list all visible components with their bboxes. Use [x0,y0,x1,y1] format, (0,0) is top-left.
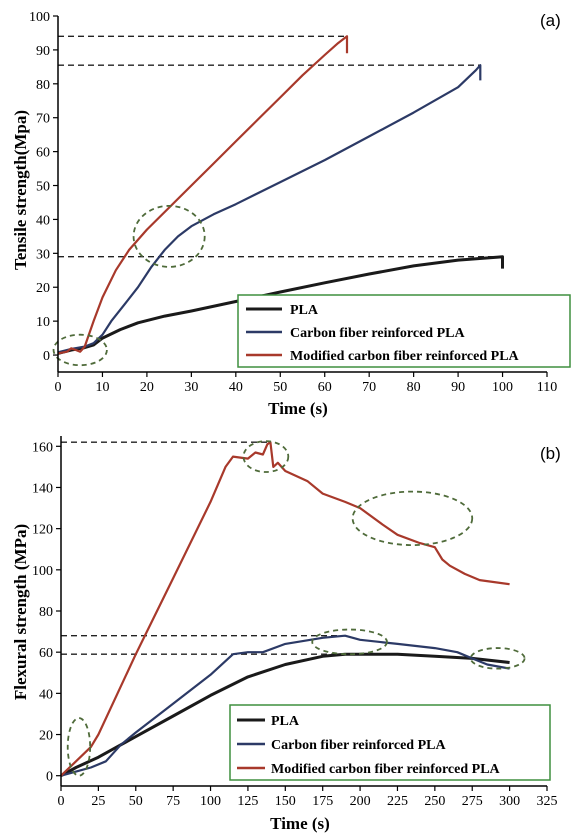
series-line-pla-a [57,255,504,355]
x-tick-label: 150 [275,794,296,809]
panel-label-a: (a) [540,11,561,30]
y-tick-label: 40 [39,687,53,702]
y-axis-title-b: Flexural strength (MPa) [11,524,30,700]
x-tick-label: 0 [58,794,65,809]
legend-label-mcf-b: Modified carbon fiber reinforced PLA [271,762,501,777]
x-tick-label: 70 [362,380,376,395]
y-tick-label: 120 [32,523,53,538]
x-tick-label: 110 [537,380,557,395]
y-tick-label: 80 [39,605,53,620]
x-tick-label: 100 [200,794,221,809]
highlight-ellipse [132,204,206,268]
series-line-modified-carbon-fiber-reinforced-pla-a [57,35,349,355]
x-tick-label: 175 [312,794,333,809]
y-tick-label: 70 [36,112,50,127]
y-tick-label: 40 [36,213,50,228]
y-tick-label: 10 [36,315,50,330]
tensile-chart: 0 10 20 30 40 50 60 70 80 90 100 110 0 10 20 30 40 50 60 70… [11,10,571,418]
legend-label-pla-a: PLA [290,303,319,318]
y-tick-label: 20 [36,281,50,296]
x-tick-label: 250 [424,794,445,809]
y-tick-label: 20 [39,729,53,744]
y-tick-label: 100 [29,10,50,25]
highlight-ellipse [242,440,290,473]
y-tick-label: 0 [46,770,53,785]
x-tick-label: 25 [91,794,105,809]
legend-label-cf-a: Carbon fiber reinforced PLA [290,326,465,341]
x-tick-label: 10 [95,380,109,395]
legend-label-cf-b: Carbon fiber reinforced PLA [271,738,446,753]
x-axis-title-b: Time (s) [270,814,330,833]
y-tick-label: 90 [36,44,50,59]
x-tick-label: 75 [166,794,180,809]
x-tick-label: 80 [407,380,421,395]
series-line-modified-carbon-fiber-reinforced-pla-b [60,441,510,777]
x-tick-label: 30 [184,380,198,395]
x-tick-label: 0 [55,380,62,395]
x-tick-label: 125 [237,794,258,809]
highlight-ellipse [66,717,92,777]
x-tick-label: 60 [318,380,332,395]
legend-box-a [237,294,571,368]
y-tick-label: 140 [32,481,53,496]
y-tick-label: 160 [32,440,53,455]
y-tick-label: 60 [36,146,50,161]
y-axis-title-a: Tensile strength(Mpa) [11,110,30,270]
y-tick-label: 50 [36,180,50,195]
y-tick-label: 80 [36,78,50,93]
x-tick-label: 100 [492,380,513,395]
x-tick-label: 275 [462,794,483,809]
x-tick-label: 50 [129,794,143,809]
x-tick-label: 200 [350,794,371,809]
x-tick-label: 325 [537,794,558,809]
x-tick-label: 225 [387,794,408,809]
highlight-ellipse [311,628,388,656]
x-tick-label: 20 [140,380,154,395]
x-tick-label: 300 [499,794,520,809]
legend-box-b [229,704,551,781]
x-tick-label: 50 [273,380,287,395]
x-tick-label: 90 [451,380,465,395]
x-axis-title-a: Time (s) [268,399,328,418]
series-line-pla-b [60,652,510,778]
y-tick-label: 60 [39,646,53,661]
y-tick-label: 100 [32,564,53,579]
legend-label-mcf-a: Modified carbon fiber reinforced PLA [290,349,520,364]
y-tick-label: 0 [43,349,50,364]
series-line-carbon-fiber-reinforced-pla-b [60,634,510,777]
legend-a: PLA Carbon fiber reinforced PLA Modified… [237,294,571,368]
x-tick-label: 40 [229,380,243,395]
highlight-ellipse [469,647,526,670]
flexural-chart: 0 25 50 75 100 125 150 175 200 225 250 275 300 325 0 20… [11,436,561,833]
legend-b: PLA Carbon fiber reinforced PLA Modified… [229,704,551,781]
highlight-ellipse [351,490,474,547]
panel-label-b: (b) [540,444,561,463]
legend-label-pla-b: PLA [271,714,300,729]
highlight-ellipse [52,333,108,367]
y-tick-label: 30 [36,247,50,262]
